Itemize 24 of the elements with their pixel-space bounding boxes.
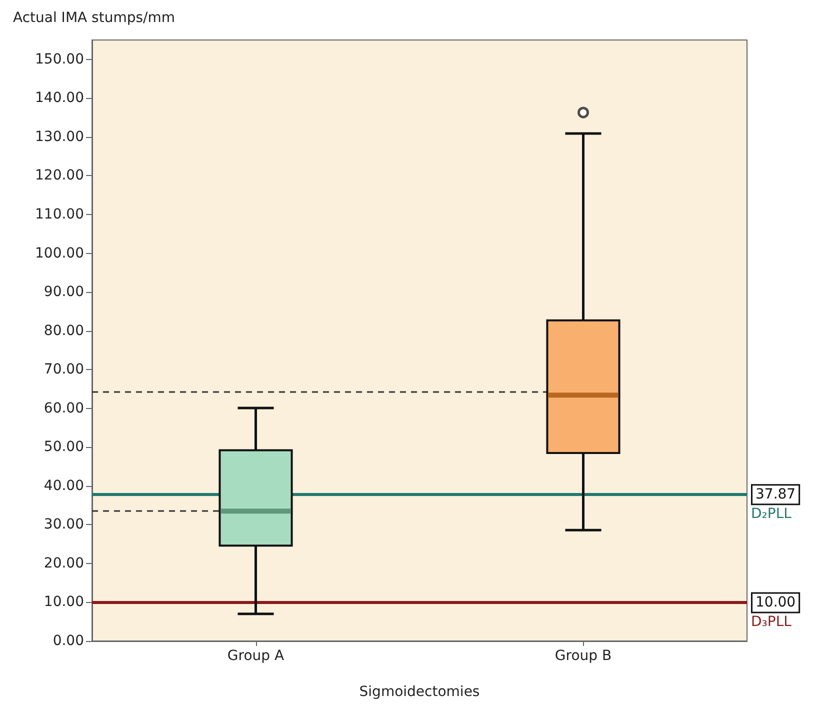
x-tick-label: Group B	[554, 648, 612, 664]
y-tick-label: 70.00	[44, 362, 84, 378]
text: D₃PLL	[751, 614, 792, 630]
y-tick-label: 80.00	[44, 322, 84, 339]
ref-line-label: 10.00	[756, 594, 796, 611]
y-tick-label: 40.00	[44, 478, 84, 494]
y-axis-title: Actual IMA stumps/mm	[13, 10, 176, 26]
y-tick-label: 130.00	[35, 128, 84, 145]
y-tick-label: 90.00	[44, 284, 84, 300]
x-tick-label: Group A	[227, 648, 284, 664]
y-tick-label: 60.00	[44, 400, 84, 416]
y-tick-label: 150.00	[35, 51, 84, 68]
y-tick-label: 100.00	[35, 245, 84, 262]
x-axis-title: Sigmoidectomies	[359, 684, 480, 700]
y-tick-label: 10.00	[44, 594, 84, 610]
y-tick-label: 110.00	[35, 206, 84, 222]
ref-line-label: 37.87	[756, 486, 796, 503]
text: D₂PLL	[751, 506, 792, 522]
y-tick-label: 140.00	[35, 90, 84, 106]
y-tick-label: 20.00	[44, 555, 84, 572]
y-tick-label: 30.00	[44, 516, 84, 533]
y-tick-label: 0.00	[52, 633, 84, 649]
y-tick-label: 50.00	[44, 439, 84, 456]
y-tick-label: 120.00	[35, 168, 84, 184]
